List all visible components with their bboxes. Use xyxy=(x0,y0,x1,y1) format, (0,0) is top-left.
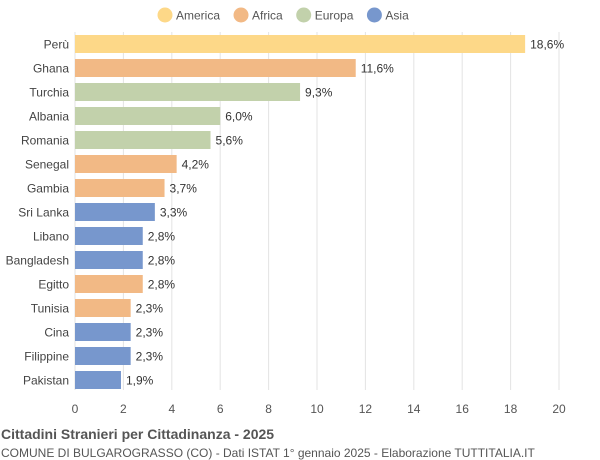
category-label: Sri Lanka xyxy=(18,206,69,220)
value-label: 1,9% xyxy=(126,374,154,388)
category-label: Gambia xyxy=(27,182,69,196)
x-tick-label: 10 xyxy=(310,402,324,416)
x-tick-label: 0 xyxy=(72,402,79,416)
value-label: 2,3% xyxy=(136,350,164,364)
category-label: Perù xyxy=(44,38,69,52)
chart-subtitle: COMUNE DI BULGAROGRASSO (CO) - Dati ISTA… xyxy=(1,446,535,460)
bar xyxy=(75,131,211,149)
x-tick-label: 6 xyxy=(217,402,224,416)
category-label: Egitto xyxy=(38,278,69,292)
value-label: 9,3% xyxy=(305,86,333,100)
legend-item: Europa xyxy=(296,7,354,23)
value-label: 3,3% xyxy=(160,206,188,220)
legend-label: Asia xyxy=(385,9,409,23)
legend-swatch xyxy=(157,7,173,23)
chart-title: Cittadini Stranieri per Cittadinanza - 2… xyxy=(1,426,275,442)
bar xyxy=(75,155,177,173)
legend: America Africa Europa Asia xyxy=(157,7,409,23)
bar xyxy=(75,323,131,341)
value-label: 2,8% xyxy=(148,254,176,268)
category-label: Tunisia xyxy=(31,302,70,316)
category-label: Ghana xyxy=(33,62,69,76)
category-label: Bangladesh xyxy=(6,254,69,268)
category-label: Libano xyxy=(33,230,69,244)
bar xyxy=(75,275,143,293)
value-label: 2,3% xyxy=(136,302,164,316)
x-tick-label: 4 xyxy=(168,402,175,416)
bar xyxy=(75,347,131,365)
legend-swatch xyxy=(233,7,249,23)
legend-swatch xyxy=(366,7,382,23)
bar xyxy=(75,371,121,389)
x-tick-label: 14 xyxy=(407,402,421,416)
value-label: 4,2% xyxy=(182,158,210,172)
legend-label: Africa xyxy=(252,9,283,23)
legend-item: Asia xyxy=(366,7,409,23)
value-label: 2,3% xyxy=(136,326,164,340)
legend-label: America xyxy=(176,9,220,23)
bar xyxy=(75,251,143,269)
category-label: Pakistan xyxy=(23,374,69,388)
bar xyxy=(75,179,165,197)
value-label: 18,6% xyxy=(530,38,564,52)
legend-swatch xyxy=(296,7,312,23)
legend-item: America xyxy=(157,7,220,23)
value-label: 3,7% xyxy=(170,182,198,196)
x-tick-label: 18 xyxy=(504,402,518,416)
value-label: 6,0% xyxy=(225,110,253,124)
bar xyxy=(75,107,221,125)
bar xyxy=(75,35,526,53)
category-label: Romania xyxy=(21,134,69,148)
bar xyxy=(75,83,301,101)
bar xyxy=(75,299,131,317)
value-label: 5,6% xyxy=(216,134,244,148)
category-label: Turchia xyxy=(29,86,69,100)
x-tick-label: 16 xyxy=(456,402,470,416)
bars: Perù 18,6% Ghana 11,6% Turchia 9,3% Albania 6,0… xyxy=(6,35,564,389)
category-label: Senegal xyxy=(25,158,69,172)
bar xyxy=(75,227,143,245)
bar xyxy=(75,203,155,221)
category-label: Filippine xyxy=(24,350,69,364)
x-tick-label: 20 xyxy=(552,402,566,416)
value-label: 11,6% xyxy=(361,62,394,76)
legend-label: Europa xyxy=(315,9,354,23)
category-label: Cina xyxy=(44,326,69,340)
x-tick-label: 12 xyxy=(359,402,373,416)
x-tick-label: 2 xyxy=(120,402,127,416)
legend-item: Africa xyxy=(233,7,283,23)
x-axis: 0 2 4 6 8 10 12 14 16 18 20 xyxy=(72,402,566,416)
bar xyxy=(75,59,356,77)
category-label: Albania xyxy=(29,110,69,124)
value-label: 2,8% xyxy=(148,278,176,292)
x-tick-label: 8 xyxy=(265,402,272,416)
value-label: 2,8% xyxy=(148,230,176,244)
